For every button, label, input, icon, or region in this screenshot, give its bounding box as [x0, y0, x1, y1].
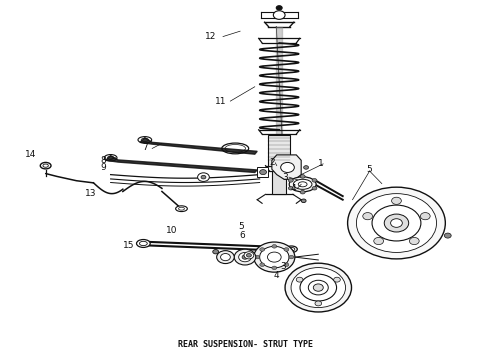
Text: 11: 11 — [215, 96, 226, 105]
Circle shape — [242, 255, 248, 259]
Text: 10: 10 — [166, 226, 177, 235]
Ellipse shape — [298, 182, 307, 187]
Circle shape — [213, 249, 219, 254]
Text: 14: 14 — [25, 150, 37, 159]
Circle shape — [296, 277, 303, 282]
Polygon shape — [257, 167, 269, 177]
Circle shape — [288, 179, 293, 182]
Circle shape — [315, 301, 321, 306]
Circle shape — [234, 249, 256, 265]
Text: 15: 15 — [123, 241, 134, 250]
Text: 5: 5 — [367, 166, 372, 175]
Circle shape — [260, 170, 267, 175]
Ellipse shape — [289, 177, 316, 192]
Text: 4: 4 — [291, 184, 296, 193]
Circle shape — [363, 212, 372, 220]
Circle shape — [246, 253, 251, 257]
Circle shape — [276, 6, 282, 10]
Text: REAR SUSPENSION- STRUT TYPE: REAR SUSPENSION- STRUT TYPE — [177, 339, 313, 348]
Circle shape — [312, 179, 317, 182]
Text: 3: 3 — [282, 173, 288, 182]
Circle shape — [300, 274, 337, 301]
Text: 1: 1 — [318, 159, 323, 168]
Polygon shape — [272, 155, 301, 179]
Circle shape — [268, 252, 281, 262]
Ellipse shape — [40, 162, 51, 169]
Circle shape — [304, 166, 309, 169]
Circle shape — [285, 263, 351, 312]
Text: 12: 12 — [205, 32, 217, 41]
Circle shape — [260, 246, 289, 268]
Circle shape — [300, 175, 305, 178]
Text: 8: 8 — [100, 156, 106, 165]
Ellipse shape — [225, 144, 245, 152]
Circle shape — [272, 244, 277, 248]
Circle shape — [374, 238, 384, 244]
Circle shape — [272, 266, 277, 270]
Ellipse shape — [107, 156, 114, 159]
Ellipse shape — [178, 207, 184, 210]
Text: 9: 9 — [100, 163, 106, 172]
Circle shape — [391, 219, 402, 227]
Circle shape — [284, 248, 289, 251]
Circle shape — [312, 186, 317, 190]
Circle shape — [254, 242, 295, 272]
Text: 6: 6 — [240, 231, 245, 240]
Text: 7: 7 — [142, 143, 147, 152]
Circle shape — [300, 190, 305, 194]
Circle shape — [384, 214, 409, 232]
Circle shape — [420, 212, 430, 220]
Circle shape — [244, 252, 254, 259]
Circle shape — [260, 263, 265, 266]
Ellipse shape — [137, 239, 150, 247]
Ellipse shape — [286, 246, 297, 252]
Ellipse shape — [175, 206, 187, 212]
Circle shape — [409, 238, 419, 244]
Circle shape — [444, 233, 451, 238]
Circle shape — [356, 194, 437, 252]
Circle shape — [217, 251, 234, 264]
Circle shape — [347, 187, 445, 259]
Text: 5: 5 — [238, 222, 244, 231]
Ellipse shape — [43, 164, 49, 167]
Circle shape — [260, 248, 265, 251]
Text: 2: 2 — [269, 158, 275, 167]
Ellipse shape — [104, 154, 117, 161]
Ellipse shape — [222, 143, 248, 154]
Circle shape — [197, 173, 209, 181]
Circle shape — [220, 253, 230, 261]
Circle shape — [301, 199, 306, 203]
Text: 13: 13 — [85, 189, 97, 198]
Circle shape — [372, 205, 421, 241]
Circle shape — [239, 252, 251, 262]
Circle shape — [201, 175, 206, 179]
Circle shape — [273, 11, 285, 19]
Polygon shape — [106, 156, 257, 172]
Circle shape — [308, 280, 328, 295]
Circle shape — [291, 267, 345, 307]
Circle shape — [288, 186, 293, 190]
Bar — [269, 135, 290, 166]
Circle shape — [313, 284, 323, 291]
Polygon shape — [140, 138, 257, 154]
Circle shape — [255, 255, 260, 259]
Ellipse shape — [288, 247, 295, 251]
Ellipse shape — [294, 179, 312, 189]
Text: 3: 3 — [280, 262, 286, 271]
Circle shape — [281, 162, 294, 172]
Text: 4: 4 — [274, 270, 280, 279]
Ellipse shape — [138, 136, 152, 143]
Ellipse shape — [141, 138, 148, 141]
Circle shape — [284, 263, 289, 266]
Circle shape — [289, 255, 294, 259]
Circle shape — [392, 197, 401, 204]
Ellipse shape — [140, 241, 147, 246]
Circle shape — [334, 277, 341, 282]
Bar — [272, 171, 286, 194]
